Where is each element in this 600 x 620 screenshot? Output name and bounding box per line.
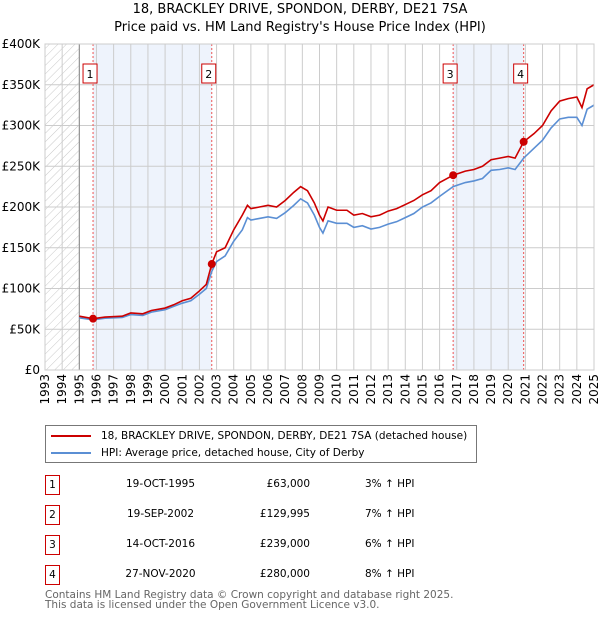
x-tick-label: 1997 xyxy=(107,374,121,405)
transaction-row: 2 19-SEP-2002 £129,995 7% ↑ HPI xyxy=(45,505,465,525)
transaction-price: £63,000 xyxy=(266,478,310,490)
y-tick-label: £50K xyxy=(9,322,41,336)
footer-copyright: Contains HM Land Registry data © Crown c… xyxy=(45,589,454,601)
x-tick-label: 2025 xyxy=(587,374,600,405)
x-tick-label: 2015 xyxy=(415,374,429,405)
legend-property-swatch xyxy=(51,435,91,437)
legend: 18, BRACKLEY DRIVE, SPONDON, DERBY, DE21… xyxy=(45,425,477,463)
property-price-line xyxy=(79,84,595,320)
x-tick-label: 2004 xyxy=(227,374,241,405)
y-tick-label: £150K xyxy=(2,241,42,255)
chart-title: 18, BRACKLEY DRIVE, SPONDON, DERBY, DE21… xyxy=(132,2,468,17)
hpi-line xyxy=(79,104,595,321)
x-tick-label: 1999 xyxy=(141,374,155,405)
x-tick-label: 2017 xyxy=(450,374,464,405)
transaction-number: 4 xyxy=(45,565,60,585)
sale-label-box xyxy=(201,63,217,84)
y-tick-label: £300K xyxy=(2,119,42,133)
legend-hpi-swatch xyxy=(51,452,91,454)
x-tick-label: 2018 xyxy=(467,374,481,405)
transaction-hpi-diff: 7% ↑ HPI xyxy=(365,508,415,520)
transaction-row: 3 14-OCT-2016 £239,000 6% ↑ HPI xyxy=(45,535,465,555)
y-tick-label: £400K xyxy=(2,37,42,51)
x-tick-label: 2005 xyxy=(244,374,258,405)
x-tick-label: 2021 xyxy=(518,374,532,405)
x-tick-label: 2008 xyxy=(295,374,309,405)
y-tick-label: £200K xyxy=(2,200,42,214)
transaction-hpi-diff: 6% ↑ HPI xyxy=(365,538,415,550)
x-tick-label: 1995 xyxy=(72,374,86,405)
transaction-hpi-diff: 3% ↑ HPI xyxy=(365,478,415,490)
transaction-date: 27-NOV-2020 xyxy=(125,568,196,580)
x-tick-label: 2011 xyxy=(347,374,361,405)
x-tick-label: 2007 xyxy=(278,374,292,405)
sale-label-box xyxy=(442,63,458,84)
transaction-row: 4 27-NOV-2020 £280,000 8% ↑ HPI xyxy=(45,565,465,585)
x-tick-label: 2009 xyxy=(313,374,327,405)
y-tick-label: £0 xyxy=(25,363,40,377)
x-tick-label: 2023 xyxy=(553,374,567,405)
sale-label: 3 xyxy=(447,68,454,81)
transaction-number: 1 xyxy=(45,475,60,495)
x-tick-label: 2003 xyxy=(210,374,224,405)
x-tick-label: 2020 xyxy=(501,374,515,405)
x-tick-label: 1993 xyxy=(38,374,52,405)
sale-point xyxy=(519,137,528,146)
transaction-price: £280,000 xyxy=(259,568,310,580)
sale-point xyxy=(89,314,98,323)
sale-label-box xyxy=(82,63,98,84)
x-tick-label: 1994 xyxy=(55,374,69,405)
transaction-price: £239,000 xyxy=(259,538,310,550)
x-tick-label: 2016 xyxy=(433,374,447,405)
sale-label: 2 xyxy=(205,68,212,81)
price-chart: 1993 1994 1995 1996 1997 1998 1999 2000 2001 2002… xyxy=(2,37,600,405)
x-tick-label: 2019 xyxy=(484,374,498,405)
legend-hpi-label: HPI: Average price, detached house, City… xyxy=(101,447,365,459)
x-tick-label: 2002 xyxy=(192,374,206,405)
transaction-number: 2 xyxy=(45,505,60,525)
x-tick-label: 2010 xyxy=(330,374,344,405)
x-tick-label: 1998 xyxy=(124,374,138,405)
transaction-number: 3 xyxy=(45,535,60,555)
x-tick-label: 2014 xyxy=(398,374,412,405)
x-tick-label: 2022 xyxy=(536,374,550,405)
y-tick-label: £100K xyxy=(2,282,42,296)
x-tick-label: 2024 xyxy=(570,374,584,405)
sale-point xyxy=(207,260,216,269)
y-tick-label: £350K xyxy=(2,78,42,92)
transaction-price: £129,995 xyxy=(259,508,310,520)
footer: Contains HM Land Registry data © Crown c… xyxy=(45,589,454,611)
sale-label: 1 xyxy=(87,68,94,81)
x-tick-label: 2013 xyxy=(381,374,395,405)
x-tick-label: 2006 xyxy=(261,374,275,405)
x-tick-label: 2012 xyxy=(364,374,378,405)
legend-property-label: 18, BRACKLEY DRIVE, SPONDON, DERBY, DE21… xyxy=(101,430,468,442)
transaction-date: 19-OCT-1995 xyxy=(126,478,195,490)
sale-label-box xyxy=(513,63,529,84)
footer-licence: This data is licensed under the Open Gov… xyxy=(45,599,380,611)
sale-label: 4 xyxy=(517,68,524,81)
plot-border xyxy=(44,43,595,371)
x-tick-label: 2000 xyxy=(158,374,172,405)
x-tick-label: 1996 xyxy=(89,374,103,405)
sale-point xyxy=(449,171,458,180)
chart-subtitle: Price paid vs. HM Land Registry's House … xyxy=(114,20,486,35)
x-tick-label: 2001 xyxy=(175,374,189,405)
transaction-date: 14-OCT-2016 xyxy=(126,538,195,550)
transaction-hpi-diff: 8% ↑ HPI xyxy=(365,568,415,580)
y-tick-label: £250K xyxy=(2,159,42,173)
transaction-date: 19-SEP-2002 xyxy=(126,508,195,520)
transaction-row: 1 19-OCT-1995 £63,000 3% ↑ HPI xyxy=(45,475,465,495)
